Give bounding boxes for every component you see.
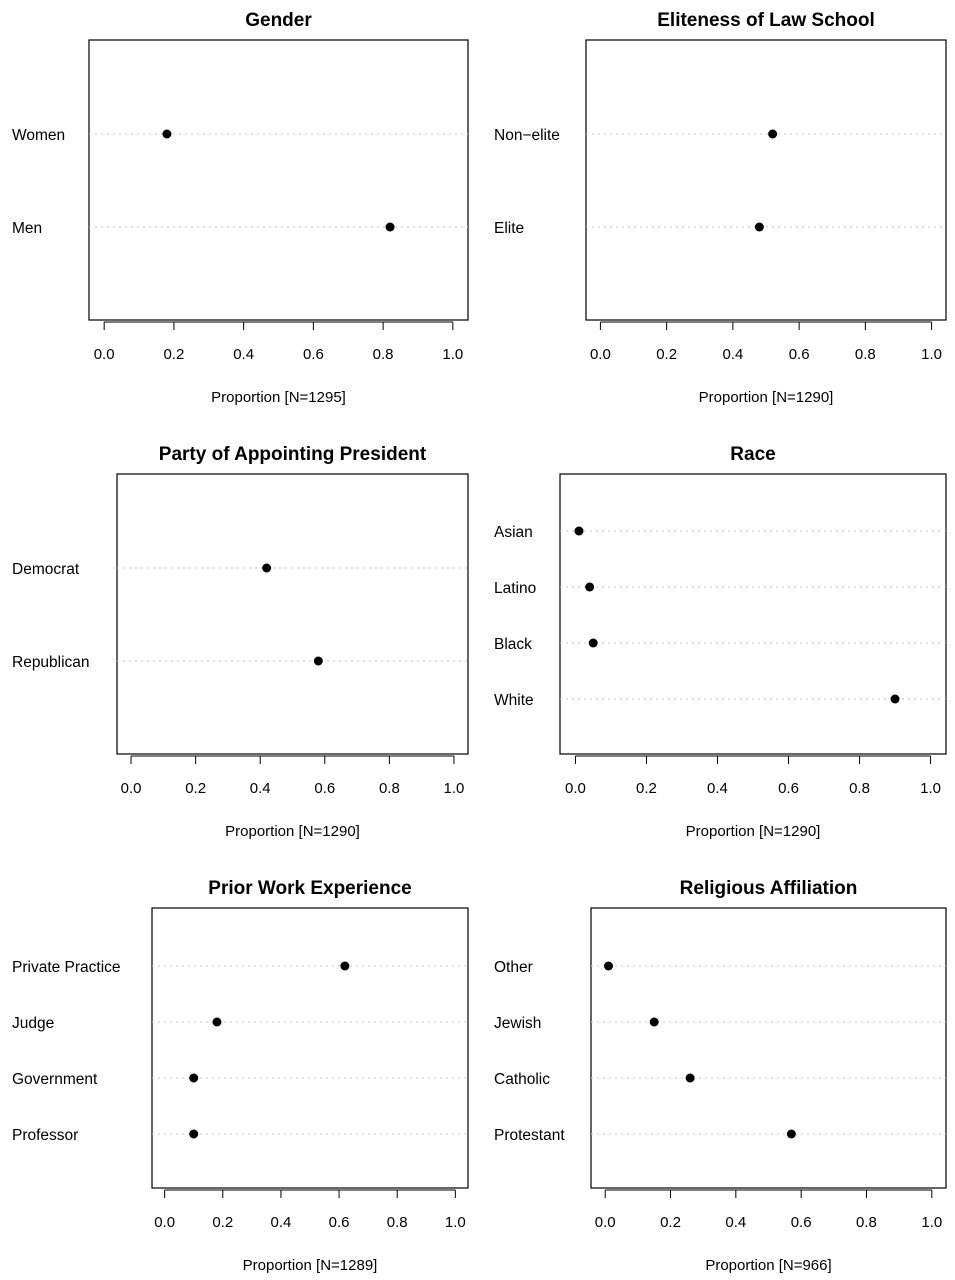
x-tick-label: 0.8 [387, 1214, 408, 1231]
plot-frame [88, 39, 469, 321]
x-axis-label: Proportion [N=1290] [699, 389, 834, 406]
category-label: Private Practice [12, 959, 121, 976]
x-tick-label: 0.2 [660, 1214, 681, 1231]
category-label: Non−elite [494, 127, 560, 144]
category-label: Professor [12, 1127, 78, 1144]
category-label: Protestant [494, 1127, 565, 1144]
x-tick-label: 0.2 [163, 346, 184, 363]
plot-frame [151, 907, 469, 1189]
x-tick-label: 1.0 [921, 1214, 942, 1231]
x-tick-label: 0.6 [789, 346, 810, 363]
data-point [754, 222, 764, 232]
chart-panel: Prior Work Experience Private Practice Jud… [12, 878, 469, 1274]
data-point [685, 1073, 695, 1083]
x-tick-label: 0.4 [270, 1214, 291, 1231]
x-tick-label: 0.2 [636, 780, 657, 797]
x-tick-label: 0.6 [303, 346, 324, 363]
data-point [340, 961, 350, 971]
x-tick-label: 0.2 [656, 346, 677, 363]
x-tick-label: 0.8 [856, 1214, 877, 1231]
chart-title: Eliteness of Law School [657, 10, 875, 31]
category-label: Latino [494, 580, 536, 597]
x-tick-label: 0.4 [250, 780, 271, 797]
chart-title: Religious Affiliation [680, 878, 858, 899]
x-tick-label: 0.8 [855, 346, 876, 363]
category-label: White [494, 692, 534, 709]
chart-panel: Religious Affiliation Other Jewish Catholic… [494, 878, 947, 1274]
x-tick-label: 0.6 [314, 780, 335, 797]
x-tick-label: 0.0 [94, 346, 115, 363]
x-axis-label: Proportion [N=966] [705, 1257, 831, 1274]
chart-title: Gender [245, 10, 312, 31]
data-point [262, 563, 272, 573]
x-tick-label: 0.6 [329, 1214, 350, 1231]
plot-frame [590, 907, 947, 1189]
chart-panel: Eliteness of Law School Non−elite Elite 0.0… [494, 10, 947, 406]
chart-title: Prior Work Experience [208, 878, 411, 899]
data-point [603, 961, 613, 971]
category-label: Government [12, 1071, 98, 1088]
chart-title: Race [730, 444, 775, 465]
category-label: Asian [494, 524, 533, 541]
data-point [189, 1129, 199, 1139]
x-tick-label: 0.2 [185, 780, 206, 797]
data-point [162, 129, 172, 139]
plot-frame [585, 39, 947, 321]
chart-title: Party of Appointing President [159, 444, 427, 465]
category-label: Men [12, 220, 42, 237]
x-tick-label: 1.0 [442, 346, 463, 363]
category-label: Democrat [12, 561, 80, 578]
data-point [890, 694, 900, 704]
x-tick-label: 0.8 [849, 780, 870, 797]
x-tick-label: 0.4 [722, 346, 743, 363]
chart-panel: Race Asian Latino Black White 0.0 0.2 0.4 0.6 0.8… [494, 444, 947, 840]
data-point [212, 1017, 222, 1027]
plot-frame [116, 473, 469, 755]
x-tick-label: 1.0 [445, 1214, 466, 1231]
x-axis-label: Proportion [N=1295] [211, 389, 346, 406]
x-tick-label: 1.0 [444, 780, 465, 797]
data-point [649, 1017, 659, 1027]
x-tick-label: 0.0 [590, 346, 611, 363]
data-point [588, 638, 598, 648]
x-tick-label: 1.0 [920, 780, 941, 797]
chart-panel: Gender Women Men 0.0 0.2 0.4 0.6 0.8 1.0 Proporti… [12, 10, 469, 406]
x-tick-label: 0.6 [791, 1214, 812, 1231]
category-label: Other [494, 959, 533, 976]
category-label: Elite [494, 220, 524, 237]
data-point [189, 1073, 199, 1083]
x-tick-label: 0.8 [379, 780, 400, 797]
x-axis-label: Proportion [N=1290] [225, 823, 360, 840]
x-tick-label: 0.0 [121, 780, 142, 797]
x-tick-label: 0.0 [154, 1214, 175, 1231]
chart-panel: Party of Appointing President Democrat Rep… [12, 444, 469, 840]
x-tick-label: 0.4 [707, 780, 728, 797]
x-axis-label: Proportion [N=1290] [686, 823, 821, 840]
data-point [585, 582, 595, 592]
x-tick-label: 0.0 [565, 780, 586, 797]
category-label: Women [12, 127, 65, 144]
x-tick-label: 0.6 [778, 780, 799, 797]
data-point [768, 129, 778, 139]
x-tick-label: 0.0 [595, 1214, 616, 1231]
x-tick-label: 0.8 [373, 346, 394, 363]
data-point [385, 222, 395, 232]
x-tick-label: 0.2 [212, 1214, 233, 1231]
x-tick-label: 0.4 [725, 1214, 746, 1231]
category-label: Judge [12, 1015, 54, 1032]
x-tick-label: 0.4 [233, 346, 254, 363]
category-label: Republican [12, 654, 90, 671]
data-point [574, 526, 584, 536]
x-tick-label: 1.0 [921, 346, 942, 363]
plot-frame [559, 473, 947, 755]
x-axis-label: Proportion [N=1289] [243, 1257, 378, 1274]
category-label: Catholic [494, 1071, 550, 1088]
category-label: Black [494, 636, 532, 653]
data-point [313, 656, 323, 666]
category-label: Jewish [494, 1015, 541, 1032]
data-point [786, 1129, 796, 1139]
